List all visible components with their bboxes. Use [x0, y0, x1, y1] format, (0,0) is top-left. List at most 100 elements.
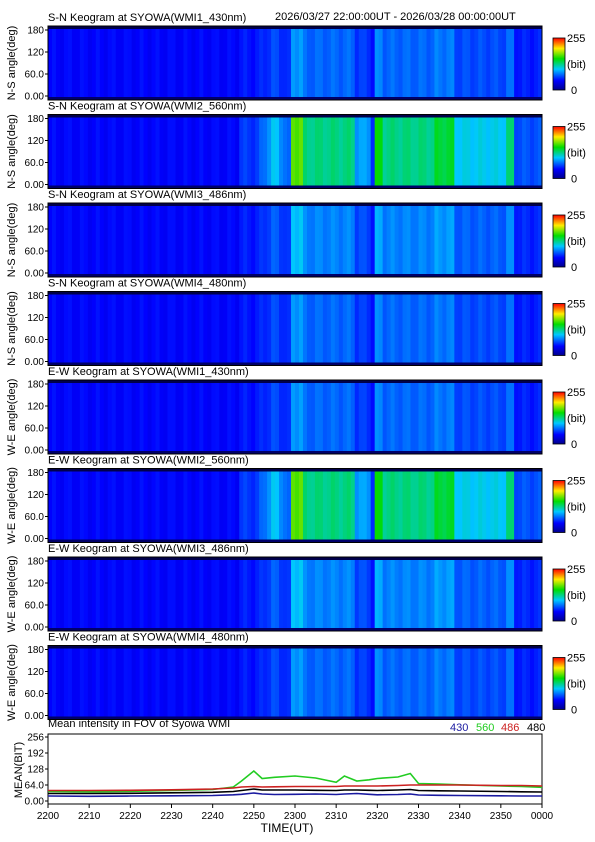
keogram-column: [83, 206, 89, 274]
keogram-column: [203, 383, 208, 451]
time-range-header: 2026/03/27 22:00:00UT - 2026/03/28 00:00…: [275, 11, 516, 23]
keogram-column: [442, 294, 447, 363]
mean-y-tick-label: 128: [27, 765, 44, 776]
keogram-panel: E-W Keogram at SYOWA(WMI2_560nm) 180 120 60…: [6, 455, 586, 546]
mean-y-tick-label: 256: [27, 733, 44, 744]
keogram-column: [470, 648, 475, 717]
keogram-column: [247, 206, 252, 274]
keogram-column: [175, 117, 180, 186]
keogram-column: [306, 294, 312, 363]
keogram-column: [171, 471, 176, 540]
keogram-column: [271, 117, 276, 186]
keogram-column: [302, 383, 308, 451]
keogram-column: [514, 383, 519, 451]
keogram-column: [83, 560, 89, 628]
keogram-column: [83, 29, 89, 97]
keogram-column: [442, 471, 447, 540]
keogram-title: E-W Keogram at SYOWA(WMI3_486nm): [48, 543, 249, 555]
keogram-column: [267, 471, 272, 540]
keogram-column: [291, 471, 296, 540]
keogram-column: [426, 560, 431, 628]
keogram-column: [235, 294, 240, 363]
keogram-column: [406, 383, 411, 451]
keogram-column: [322, 383, 328, 451]
keogram-column: [370, 560, 376, 628]
colorbar: [552, 391, 566, 445]
keogram-column: [366, 294, 372, 363]
keogram-column: [366, 29, 372, 97]
keogram-column: [398, 117, 403, 186]
keogram-column: [191, 560, 196, 628]
keogram-column: [107, 206, 113, 274]
y-tick-label: 60.0: [25, 601, 45, 612]
keogram-column: [183, 117, 188, 186]
keogram-column: [390, 29, 395, 97]
keogram-column: [538, 294, 543, 363]
keogram-ylabel: N-S angle(deg): [6, 203, 18, 278]
keogram-column: [67, 206, 73, 274]
keogram-column: [251, 294, 256, 363]
keogram-column: [79, 383, 85, 451]
keogram-panel: S-N Keogram at SYOWA(WMI2_560nm) 180 120 60…: [6, 101, 586, 192]
keogram-column: [287, 648, 292, 717]
keogram-frame: [47, 291, 543, 366]
keogram-column: [314, 471, 320, 540]
keogram-column: [271, 206, 276, 274]
keogram-column: [454, 117, 459, 186]
keogram-column: [402, 471, 407, 540]
keogram-column: [239, 29, 244, 97]
keogram-column: [95, 117, 101, 186]
keogram-column: [267, 560, 272, 628]
keogram-column: [410, 29, 415, 97]
keogram-column: [370, 648, 376, 717]
keogram-column: [271, 29, 276, 97]
keogram-column: [510, 471, 515, 540]
keogram-column: [123, 471, 129, 540]
keogram-column: [394, 383, 399, 451]
keogram-column: [450, 471, 455, 540]
keogram-column: [434, 383, 439, 451]
keogram-column: [179, 560, 184, 628]
keogram-column: [135, 471, 141, 540]
keogram-column: [534, 294, 539, 363]
keogram-column: [358, 648, 364, 717]
keogram-column: [414, 29, 419, 97]
keogram-column: [231, 560, 236, 628]
keogram-column: [255, 206, 260, 274]
keogram-column: [390, 471, 395, 540]
keogram-column: [530, 117, 535, 186]
keogram-column: [518, 117, 523, 186]
keogram-column: [187, 29, 192, 97]
keogram-ylabel: W-E angle(deg): [6, 644, 18, 721]
keogram-column: [91, 117, 97, 186]
keogram-column: [342, 117, 348, 186]
keogram-column: [442, 206, 447, 274]
keogram-column: [287, 471, 292, 540]
keogram-column: [378, 29, 384, 97]
keogram-column: [279, 117, 284, 186]
keogram-column: [302, 560, 308, 628]
keogram-column: [279, 206, 284, 274]
keogram-column: [374, 29, 380, 97]
keogram-column: [175, 648, 180, 717]
keogram-column: [99, 117, 105, 186]
keogram-column: [302, 29, 308, 97]
keogram-column: [111, 648, 117, 717]
keogram-column: [191, 117, 196, 186]
keogram-column: [79, 117, 85, 186]
keogram-column: [462, 294, 467, 363]
keogram-column: [115, 117, 121, 186]
keogram-column: [378, 383, 384, 451]
keogram-column: [418, 29, 423, 97]
keogram-column: [434, 29, 439, 97]
keogram-column: [259, 471, 264, 540]
keogram-column: [530, 206, 535, 274]
keogram-column: [494, 206, 499, 274]
keogram-column: [219, 648, 224, 717]
mean-plot-ylabel: MEAN(BIT): [13, 742, 25, 798]
keogram-column: [259, 648, 264, 717]
keogram-column: [314, 560, 320, 628]
keogram-column: [398, 560, 403, 628]
keogram-column: [486, 383, 491, 451]
keogram-column: [458, 471, 463, 540]
